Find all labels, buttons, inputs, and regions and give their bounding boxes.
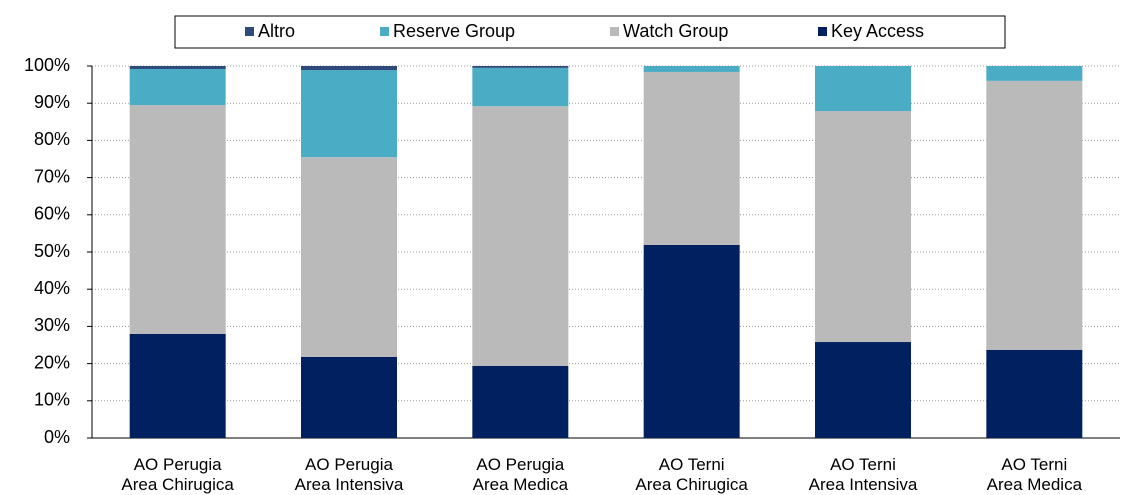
x-tick-label: AO Terni Area Medica xyxy=(986,455,1083,494)
legend-label: Reserve Group xyxy=(393,21,515,41)
legend-box xyxy=(174,15,1006,49)
legend-label: Altro xyxy=(258,21,295,41)
bar-segment xyxy=(129,68,226,106)
bar-segment xyxy=(301,66,397,71)
bar-segment xyxy=(129,105,226,334)
y-tick-label: 100% xyxy=(24,55,70,75)
bar-segment xyxy=(472,66,569,68)
bar-segment xyxy=(129,66,226,69)
bar-segment xyxy=(129,333,226,438)
y-tick-label: 60% xyxy=(34,204,70,224)
bar-segment xyxy=(643,244,740,438)
legend-swatch xyxy=(818,27,827,36)
bar-segment xyxy=(643,66,740,72)
legend-swatch xyxy=(245,27,254,36)
legend-swatch xyxy=(610,27,619,36)
bar-segment xyxy=(643,71,740,245)
x-tick-label: AO Perugia Area Medica xyxy=(472,455,569,494)
bar-segment xyxy=(472,67,569,107)
y-tick-label: 10% xyxy=(34,390,70,410)
bar-segment xyxy=(815,342,911,438)
x-tick-label: AO Perugia Area Chirugica xyxy=(121,455,234,494)
bar-segment xyxy=(986,66,1083,81)
bar-segment xyxy=(472,365,569,438)
y-tick-label: 80% xyxy=(34,129,70,149)
bar-segment xyxy=(301,356,397,438)
y-tick-label: 70% xyxy=(34,166,70,186)
bar-segment xyxy=(301,157,397,357)
y-tick-label: 0% xyxy=(44,427,70,447)
y-tick-label: 20% xyxy=(34,352,70,372)
legend-swatch xyxy=(380,27,389,36)
y-tick-label: 50% xyxy=(34,241,70,261)
y-tick-label: 90% xyxy=(34,92,70,112)
x-tick-label: AO Perugia Area Intensiva xyxy=(294,455,404,494)
legend-label: Key Access xyxy=(831,21,924,41)
x-tick-label: AO Terni Area Chirugica xyxy=(635,455,748,494)
bar-segment xyxy=(986,80,1083,350)
bar-segment xyxy=(815,111,911,343)
bar-segment xyxy=(986,349,1083,438)
y-tick-label: 30% xyxy=(34,315,70,335)
bar-segment xyxy=(815,66,911,112)
y-tick-label: 40% xyxy=(34,278,70,298)
x-tick-label: AO Terni Area Intensiva xyxy=(808,455,918,494)
bar-segment xyxy=(301,70,397,158)
legend-label: Watch Group xyxy=(623,21,728,41)
bar-segment xyxy=(472,106,569,366)
